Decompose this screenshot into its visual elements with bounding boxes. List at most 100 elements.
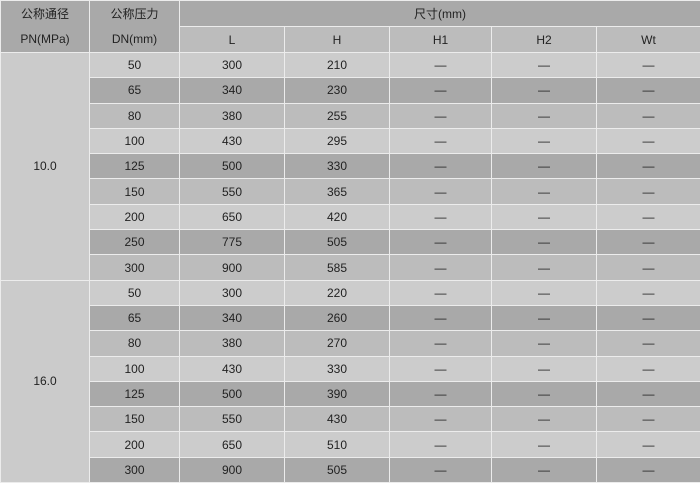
- table-cell: 230: [284, 77, 390, 104]
- table-cell: 550: [179, 178, 285, 205]
- table-cell: 380: [179, 102, 285, 129]
- table-cell: —: [595, 51, 700, 79]
- table-cell: 50: [89, 51, 180, 79]
- table-cell: —: [595, 355, 700, 382]
- table-cell: —: [595, 178, 700, 205]
- table-cell: 300: [89, 456, 180, 483]
- table-cell: —: [491, 406, 597, 433]
- table-row: 250 775 505— — —: [1, 229, 700, 256]
- table-cell: 295: [284, 127, 390, 155]
- table-cell: 650: [179, 203, 285, 231]
- table-cell: 300: [179, 51, 285, 79]
- table-row: 200 650 510— — —: [1, 431, 700, 458]
- table-cell: 200: [89, 203, 180, 231]
- table-cell: 260: [284, 304, 390, 332]
- table-cell: —: [389, 77, 492, 104]
- table-cell: 200: [89, 431, 180, 458]
- table-cell: —: [491, 203, 597, 231]
- table-cell: 500: [179, 153, 285, 180]
- table-cell: 255: [284, 102, 390, 129]
- table-cell: —: [595, 279, 700, 306]
- table-cell: 150: [89, 406, 180, 433]
- table-cell: 900: [179, 254, 285, 281]
- table-cell: —: [389, 431, 492, 458]
- pn-header: 公称通径 PN(MPa): [0, 0, 90, 53]
- table-row: 300 900 585— — —: [1, 254, 700, 281]
- table-cell: —: [595, 304, 700, 332]
- table-row: 100 430 330— — —: [1, 355, 700, 382]
- table-cell: —: [389, 406, 492, 433]
- table-cell: —: [491, 77, 597, 104]
- table-cell: —: [491, 254, 597, 281]
- pn-value: 16.0: [0, 279, 90, 483]
- table-cell: 365: [284, 178, 390, 205]
- table-row: 125 500 330— — —: [1, 153, 700, 180]
- table-cell: —: [491, 153, 597, 180]
- table-cell: 505: [284, 456, 390, 483]
- table-cell: —: [595, 153, 700, 180]
- table-cell: —: [389, 304, 492, 332]
- table-cell: —: [491, 355, 597, 382]
- table-cell: —: [389, 51, 492, 79]
- table-cell: 430: [179, 355, 285, 382]
- table-row: 150 550 430— — —: [1, 406, 700, 433]
- table-cell: 550: [179, 406, 285, 433]
- table-row: 125 500 390— — —: [1, 380, 700, 408]
- table-row: 150 550 365— — —: [1, 178, 700, 205]
- table-cell: 430: [179, 127, 285, 155]
- table-cell: —: [491, 127, 597, 155]
- col-header-h2: H2: [491, 26, 597, 53]
- table-row: 200 650 420— — —: [1, 203, 700, 231]
- table-cell: —: [389, 127, 492, 155]
- col-header-h: H: [284, 26, 390, 53]
- table-cell: 300: [179, 279, 285, 306]
- table-cell: 125: [89, 153, 180, 180]
- table-row: 80 380 270— — —: [1, 330, 700, 357]
- table-cell: —: [491, 229, 597, 256]
- table-cell: 270: [284, 330, 390, 357]
- table-cell: 50: [89, 279, 180, 306]
- table-cell: —: [491, 279, 597, 306]
- table-cell: —: [491, 51, 597, 79]
- table-cell: —: [491, 304, 597, 332]
- table-cell: 125: [89, 380, 180, 408]
- table-cell: —: [389, 279, 492, 306]
- table-cell: 340: [179, 304, 285, 332]
- table-cell: 330: [284, 153, 390, 180]
- table-cell: —: [595, 330, 700, 357]
- table-cell: —: [491, 456, 597, 483]
- table-cell: 510: [284, 431, 390, 458]
- table-cell: 650: [179, 431, 285, 458]
- table-cell: 80: [89, 330, 180, 357]
- table-cell: —: [595, 456, 700, 483]
- pn-value: 10.0: [0, 52, 90, 281]
- table-row: 65 340 260— — —: [1, 304, 700, 332]
- table-cell: 80: [89, 102, 180, 129]
- table-cell: 505: [284, 229, 390, 256]
- table-row: 16.0 50 300 220— — —: [0, 279, 700, 483]
- table-cell: 210: [284, 51, 390, 79]
- table-cell: 65: [89, 77, 180, 104]
- table-cell: 775: [179, 229, 285, 256]
- table-cell: —: [389, 153, 492, 180]
- table-cell: —: [389, 178, 492, 205]
- table-cell: —: [491, 102, 597, 129]
- table-cell: —: [389, 355, 492, 382]
- table-cell: 340: [179, 77, 285, 104]
- table-cell: 420: [284, 203, 390, 231]
- table-cell: 250: [89, 229, 180, 256]
- table-cell: —: [389, 330, 492, 357]
- table-row: 10.0 50 300 210— — —: [0, 51, 700, 281]
- table-cell: 585: [284, 254, 390, 281]
- table-cell: 430: [284, 406, 390, 433]
- table-cell: —: [595, 254, 700, 281]
- dn-header: 公称压力 DN(mm): [89, 0, 180, 53]
- table-cell: —: [389, 380, 492, 408]
- table-cell: 100: [89, 127, 180, 155]
- table-cell: —: [389, 203, 492, 231]
- table-cell: —: [595, 127, 700, 155]
- table-row: 300 900 505— — —: [1, 456, 700, 483]
- table-cell: —: [491, 380, 597, 408]
- table-cell: —: [595, 229, 700, 256]
